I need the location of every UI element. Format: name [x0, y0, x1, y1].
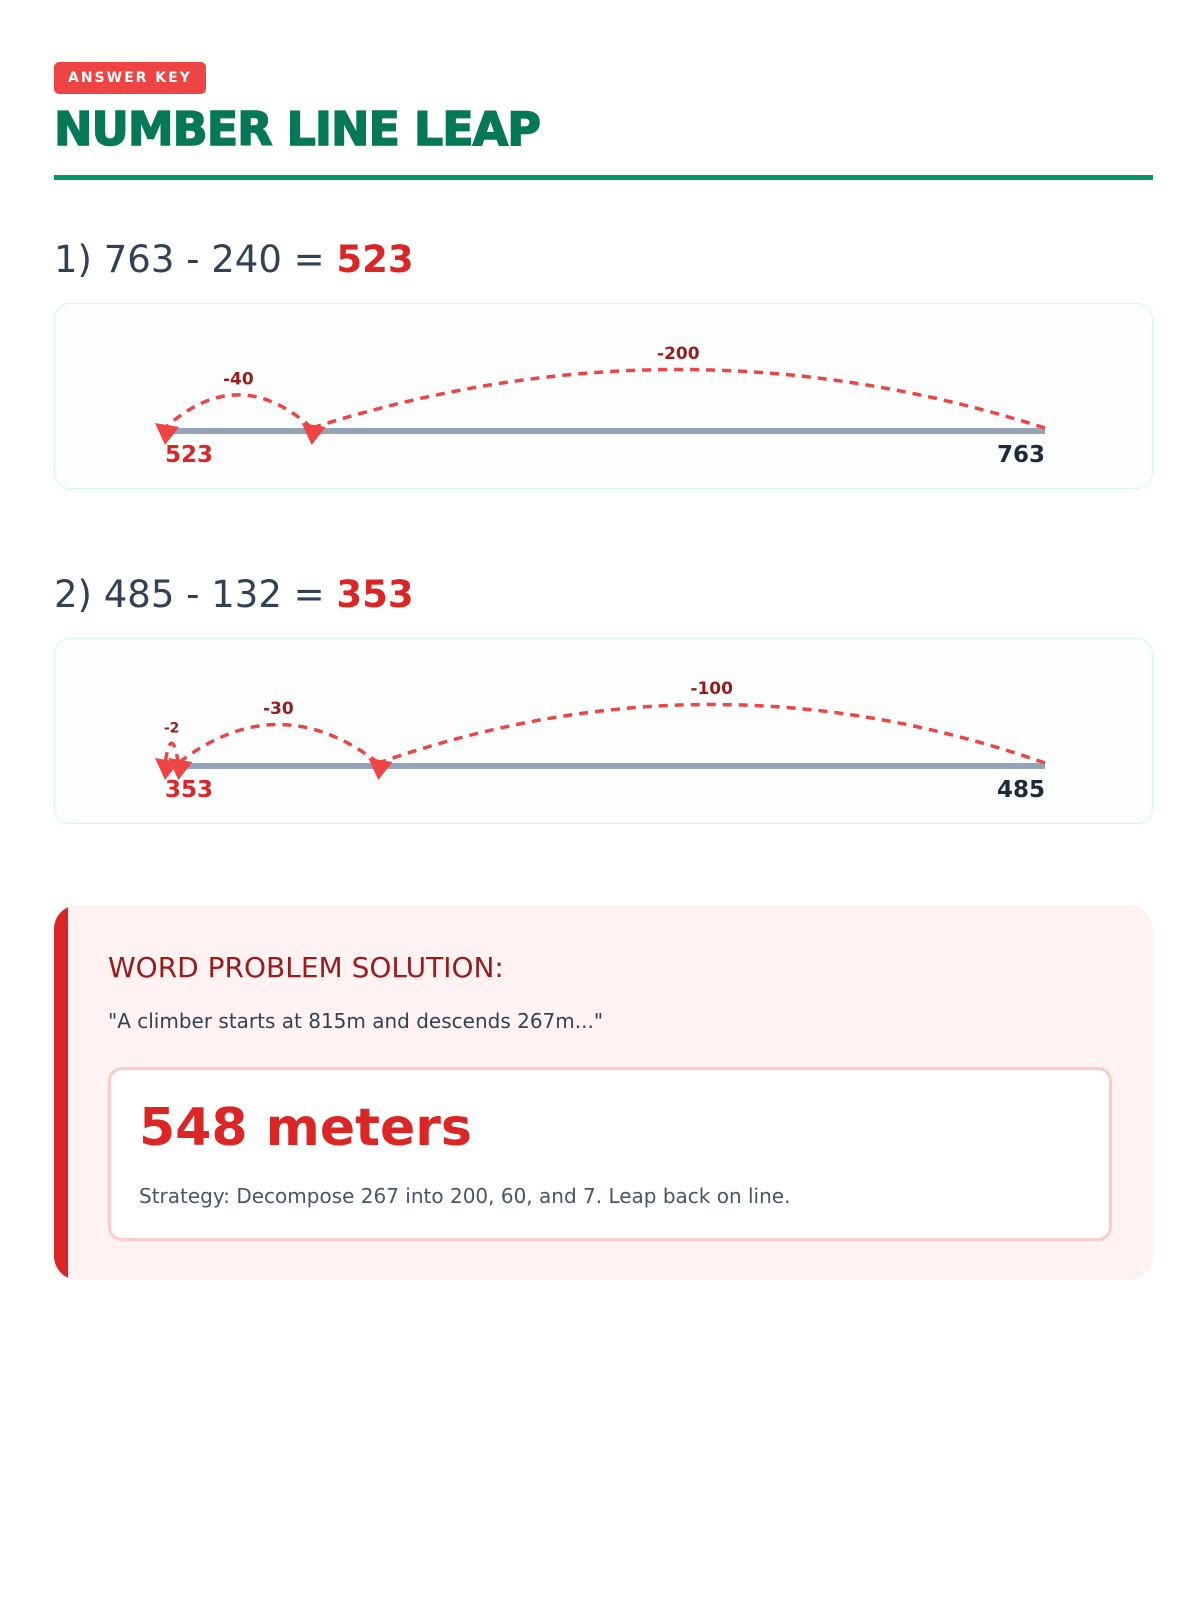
jump-label: -200 [657, 344, 700, 364]
jump-arc [163, 393, 313, 430]
jump-label: -100 [690, 679, 733, 699]
jump-label: -40 [223, 369, 254, 389]
result-label: 353 [165, 777, 213, 803]
answer-key-badge: ANSWER KEY [54, 62, 206, 94]
start-label: 485 [997, 777, 1045, 803]
problem-1-answer: 523 [336, 238, 414, 281]
problem-1-heading: 1) 763 - 240 = 523 [54, 238, 414, 281]
arrowhead-icon [301, 423, 326, 445]
problem-2-equation: 2) 485 - 132 = [54, 573, 337, 616]
jump-arc [177, 722, 380, 765]
problem-1-equation: 1) 763 - 240 = [54, 238, 337, 281]
jump-arc [163, 741, 181, 764]
word-problem-quote: "A climber starts at 815m and descends 2… [108, 1009, 604, 1033]
number-line-1: -200 -40 523 763 [155, 344, 1046, 468]
page-title: NUMBER LINE LEAP [53, 101, 541, 157]
title-divider [54, 175, 1153, 180]
number-line-card-1: -200 -40 523 763 [54, 303, 1153, 489]
final-answer: 548 meters [139, 1098, 472, 1158]
start-label: 763 [997, 442, 1045, 468]
problem-2-answer: 353 [336, 573, 414, 616]
number-line-card-2: -100 -30 -2 353 485 [54, 638, 1153, 824]
word-problem-heading: WORD PROBLEM SOLUTION: [108, 951, 504, 984]
jump-label: -30 [263, 699, 294, 719]
arrowhead-icon [155, 758, 179, 780]
jump-arc [311, 367, 1046, 430]
jump-arc [377, 702, 1046, 765]
accent-bar [54, 905, 68, 1280]
jump-label: -2 [164, 721, 180, 737]
strategy-text: Strategy: Decompose 267 into 200, 60, an… [139, 1184, 791, 1208]
number-line-2: -100 -30 -2 353 485 [155, 679, 1046, 803]
arrowhead-icon [368, 758, 393, 780]
problem-2-heading: 2) 485 - 132 = 353 [54, 573, 414, 616]
result-label: 523 [165, 442, 213, 468]
word-problem-panel: WORD PROBLEM SOLUTION: "A climber starts… [54, 905, 1153, 1280]
answer-box: 548 meters Strategy: Decompose 267 into … [108, 1067, 1112, 1241]
arrowhead-icon [155, 423, 179, 445]
